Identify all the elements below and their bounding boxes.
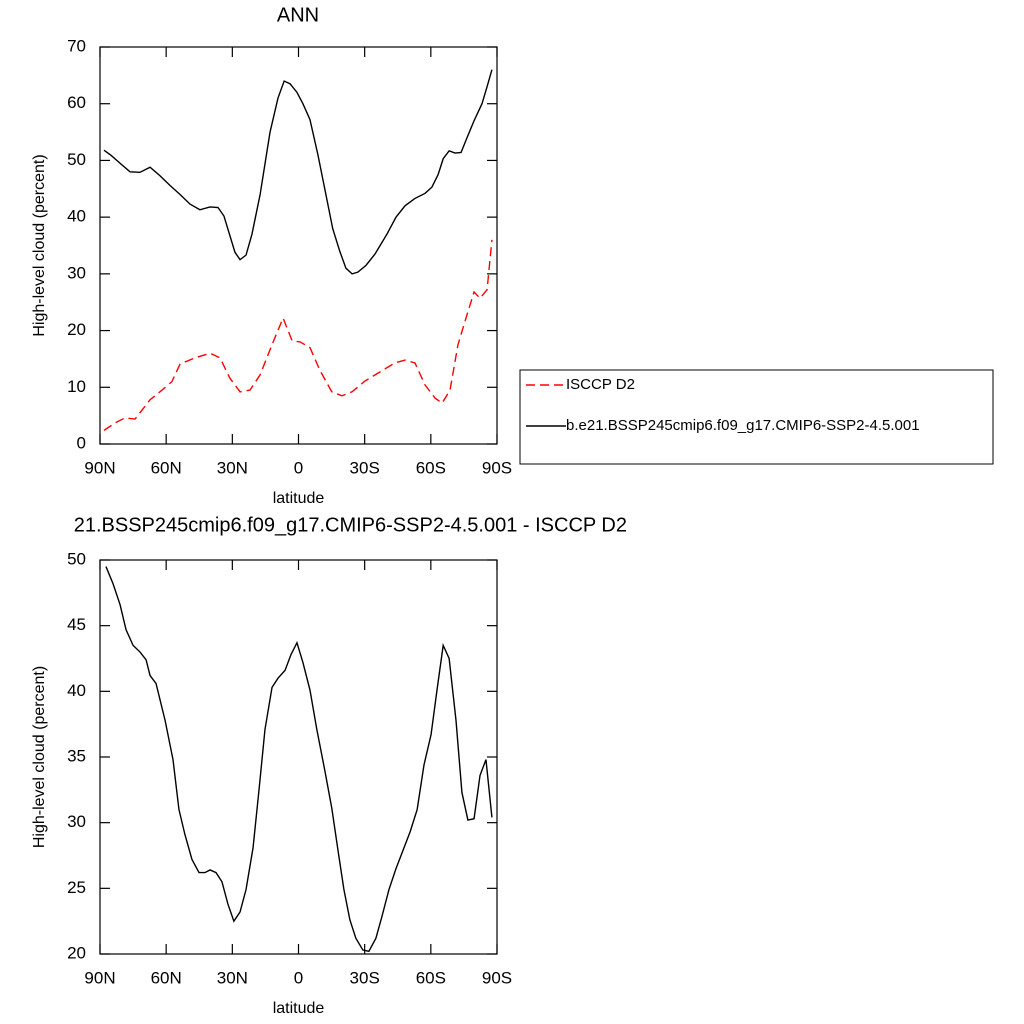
y-tick-label: 20 xyxy=(67,943,86,962)
y-tick-label: 45 xyxy=(67,615,86,634)
y-tick-label: 30 xyxy=(67,263,86,282)
x-tick-label: 90N xyxy=(84,968,115,987)
x-tick-label: 60N xyxy=(151,458,182,477)
data-line xyxy=(105,566,493,953)
chart-title: 21.BSSP245cmip6.f09_g17.CMIP6-SSP2-4.5.0… xyxy=(74,514,627,536)
y-axis-label: High-level cloud (percent) xyxy=(31,154,48,336)
y-tick-label: 35 xyxy=(67,746,86,765)
y-tick-label: 40 xyxy=(67,681,86,700)
x-tick-label: 60S xyxy=(416,458,446,477)
data-line xyxy=(103,69,493,275)
y-tick-label: 10 xyxy=(67,377,86,396)
x-tick-label: 90S xyxy=(482,458,512,477)
x-axis-label: latitude xyxy=(273,1000,325,1017)
plot-frame xyxy=(99,46,498,445)
y-tick-label: 25 xyxy=(67,878,86,897)
x-tick-label: 30N xyxy=(217,458,248,477)
x-tick-label: 90N xyxy=(84,458,115,477)
x-tick-label: 30S xyxy=(350,968,380,987)
y-axis-label: High-level cloud (percent) xyxy=(31,666,48,848)
x-tick-label: 30S xyxy=(350,458,380,477)
y-tick-label: 30 xyxy=(67,812,86,831)
legend-box xyxy=(519,369,994,465)
plot-frame xyxy=(99,559,498,955)
x-tick-label: 0 xyxy=(294,458,303,477)
x-tick-label: 60N xyxy=(151,968,182,987)
x-tick-label: 30N xyxy=(217,968,248,987)
y-tick-label: 0 xyxy=(77,433,86,452)
y-tick-label: 60 xyxy=(67,93,86,112)
legend-label: b.e21.BSSP245cmip6.f09_g17.CMIP6-SSP2-4.… xyxy=(566,417,920,434)
y-tick-label: 70 xyxy=(67,36,86,55)
x-tick-label: 90S xyxy=(482,968,512,987)
y-tick-label: 20 xyxy=(67,320,86,339)
y-tick-label: 50 xyxy=(67,150,86,169)
chart-title: ANN xyxy=(277,4,319,26)
y-tick-label: 50 xyxy=(67,549,86,568)
legend-label: ISCCP D2 xyxy=(566,376,635,393)
x-tick-label: 60S xyxy=(416,968,446,987)
x-axis-label: latitude xyxy=(273,490,325,507)
data-line xyxy=(103,239,493,431)
x-tick-label: 0 xyxy=(294,968,303,987)
y-tick-label: 40 xyxy=(67,207,86,226)
